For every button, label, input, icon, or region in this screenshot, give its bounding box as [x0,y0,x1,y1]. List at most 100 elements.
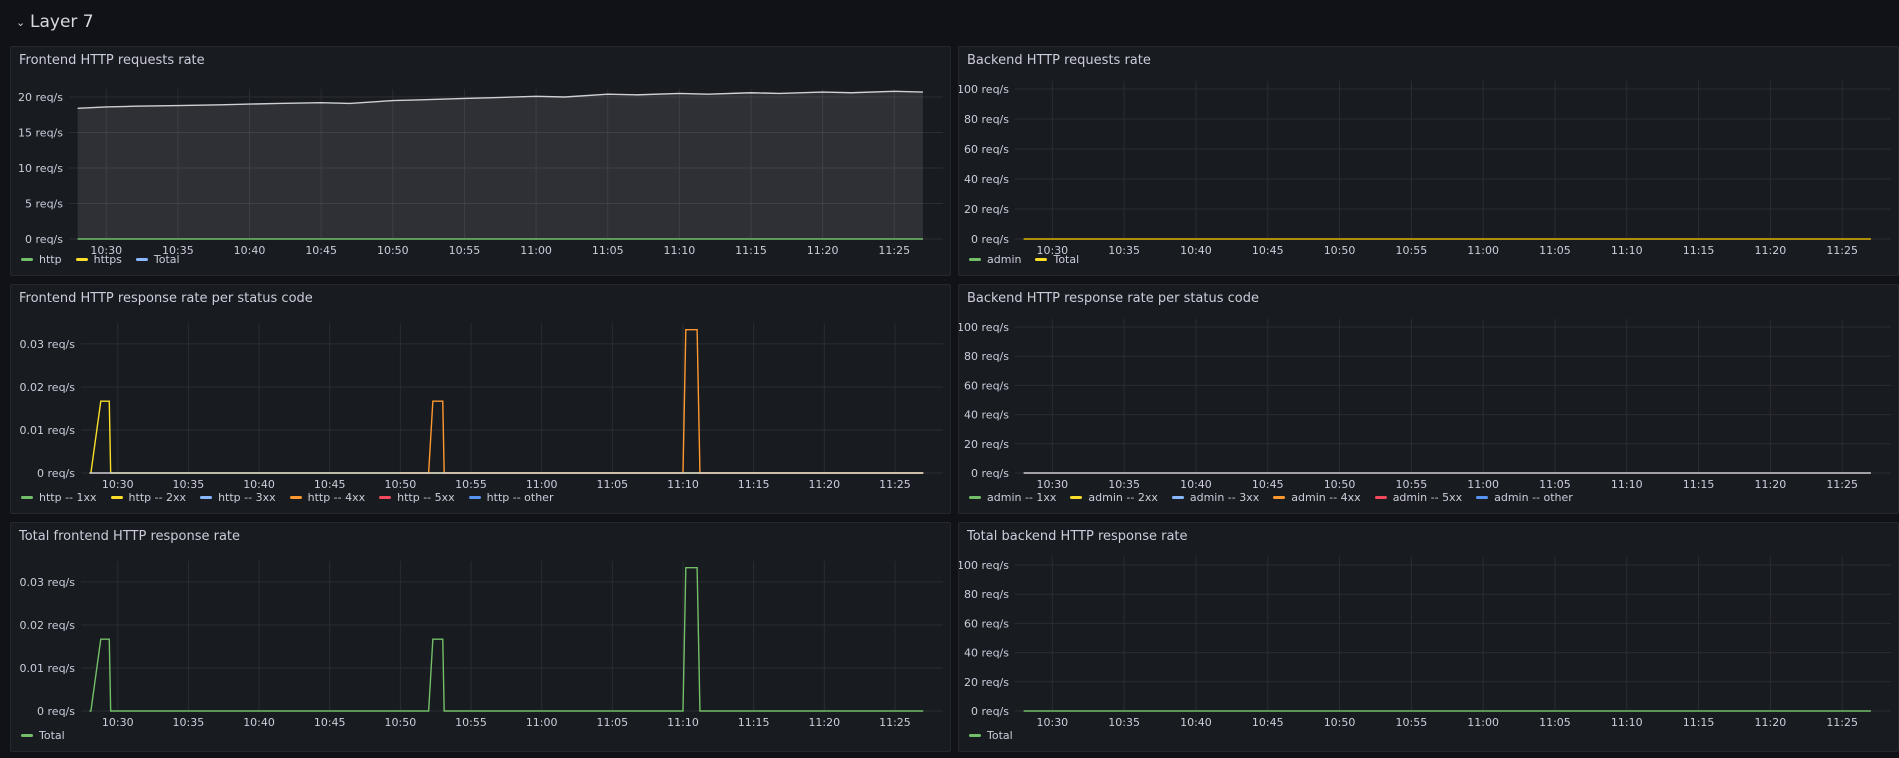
chevron-down-icon[interactable]: ⌄ [16,15,26,29]
legend-swatch [379,496,392,499]
y-tick-label: 60 req/s [964,379,1009,392]
x-tick-label: 10:55 [449,244,481,257]
legend-item[interactable]: admin -- other [1476,491,1573,504]
x-tick-label: 10:50 [385,478,417,491]
x-tick-label: 11:25 [879,716,911,729]
x-tick-label: 10:35 [173,716,205,729]
legend-label: http -- 1xx [39,491,97,504]
legend-item[interactable]: Total [1035,253,1079,266]
x-tick-label: 11:20 [808,716,840,729]
y-tick-label: 80 req/s [964,350,1009,363]
panel-title: Backend HTTP response rate per status co… [967,291,1259,306]
legend-item[interactable]: admin -- 5xx [1374,491,1463,504]
legend-swatch [289,496,302,499]
x-tick-label: 11:00 [526,478,558,491]
x-tick-label: 11:05 [1539,244,1571,257]
x-tick-label: 10:55 [1396,716,1428,729]
legend-label: Total [1053,253,1080,266]
panel-total-frontend-response[interactable]: Total frontend HTTP response rate 0 req/… [10,522,951,752]
x-tick-label: 11:10 [664,244,696,257]
legend-label: Total [987,729,1013,742]
x-tick-label: 10:30 [1036,244,1068,257]
legend-swatch [1171,496,1184,499]
y-tick-label: 20 req/s [964,438,1009,451]
x-tick-label: 10:45 [1252,244,1284,257]
legend-item[interactable]: http [21,253,62,266]
legend-swatch [1476,496,1489,499]
x-tick-label: 11:05 [1539,716,1571,729]
panel-backend-response-status[interactable]: Backend HTTP response rate per status co… [958,284,1899,514]
x-tick-label: 10:50 [1324,478,1356,491]
legend-label: admin -- other [1494,491,1573,504]
legend-swatch [1035,258,1048,261]
panel-title: Frontend HTTP requests rate [19,53,205,68]
legend-item[interactable]: admin -- 4xx [1273,491,1361,504]
legend-item[interactable]: Total [21,729,65,742]
legend: http -- 1xx http -- 2xx http -- 3xx http --… [21,491,553,504]
x-tick-label: 11:25 [1826,478,1858,491]
y-tick-label: 100 req/s [959,321,1009,334]
x-tick-label: 10:30 [1036,478,1068,491]
x-tick-label: 10:50 [385,716,417,729]
series-line [89,400,924,474]
legend-item[interactable]: http -- 1xx [21,491,97,504]
legend-item[interactable]: Total [135,253,180,266]
y-tick-label: 80 req/s [964,113,1009,126]
legend-item[interactable]: https [75,253,122,266]
legend-label: http -- 3xx [218,491,276,504]
x-tick-label: 11:15 [735,244,767,257]
legend-item[interactable]: admin -- 2xx [1070,491,1158,504]
x-tick-label: 10:40 [1180,244,1212,257]
x-tick-label: 11:25 [1826,244,1858,257]
x-tick-label: 10:35 [1108,244,1140,257]
x-tick-label: 11:05 [596,716,628,729]
legend: Total [969,729,1013,742]
legend-item[interactable]: admin -- 1xx [969,491,1056,504]
legend-swatch [110,496,123,499]
y-tick-label: 15 req/s [18,127,63,140]
x-tick-label: 10:35 [1108,716,1140,729]
legend-item[interactable]: http -- 3xx [200,491,276,504]
legend-label: admin -- 2xx [1088,491,1158,504]
panel-total-backend-response[interactable]: Total backend HTTP response rate 0 req/s… [958,522,1899,752]
legend-label: Total [153,253,180,266]
legend-label: admin -- 5xx [1392,491,1463,504]
legend: admin Total [969,253,1079,266]
legend-item[interactable]: http -- 4xx [289,491,365,504]
legend-item[interactable]: Total [969,729,1013,742]
chart-frontend-requests-rate: 0 req/s 5 req/s 10 req/s 15 req/s 20 req/s 10… [18,89,943,257]
x-tick-label: 11:20 [808,478,840,491]
panel-title: Frontend HTTP response rate per status c… [19,291,313,306]
y-tick-label: 0.02 req/s [20,381,76,394]
x-tick-label: 10:35 [162,244,194,257]
x-tick-label: 11:25 [878,244,910,257]
legend: admin -- 1xx admin -- 2xx admin -- 3xx admi… [969,491,1573,504]
panel-frontend-requests-rate[interactable]: Frontend HTTP requests rate 0 req/s 5 req… [10,46,951,276]
legend-label: admin -- 4xx [1291,491,1361,504]
legend-swatch [200,496,213,499]
panel-backend-requests-rate[interactable]: Backend HTTP requests rate 0 req/s 20 req… [958,46,1899,276]
legend-swatch [135,258,148,261]
legend-item[interactable]: http -- 2xx [110,491,186,504]
x-tick-label: 10:40 [1180,478,1212,491]
legend-item[interactable]: admin -- 3xx [1171,491,1259,504]
x-tick-label: 11:25 [879,478,911,491]
y-tick-label: 10 req/s [18,162,63,175]
legend-swatch [1070,496,1083,499]
x-tick-label: 10:55 [455,716,487,729]
x-tick-label: 11:10 [1611,478,1643,491]
legend-item[interactable]: http -- 5xx [379,491,455,504]
legend-swatch [969,496,981,499]
row-header-layer7[interactable]: ⌄ Layer 7 [0,0,1899,44]
chart-frontend-response-status: 0 req/s 0.01 req/s 0.02 req/s 0.03 req/s 10:… [20,323,943,491]
legend-item[interactable]: http -- other [468,491,553,504]
legend-label: http [39,253,62,266]
chart-backend-requests-rate: 0 req/s 20 req/s 40 req/s 60 req/s 80 req/s 1… [959,81,1891,257]
legend-item[interactable]: admin [969,253,1021,266]
legend-swatch [1374,496,1387,499]
series-line [77,90,923,110]
panel-frontend-response-status[interactable]: Frontend HTTP response rate per status c… [10,284,951,514]
x-tick-label: 10:40 [243,478,275,491]
x-tick-label: 11:15 [738,478,770,491]
y-tick-label: 0.01 req/s [20,662,76,675]
